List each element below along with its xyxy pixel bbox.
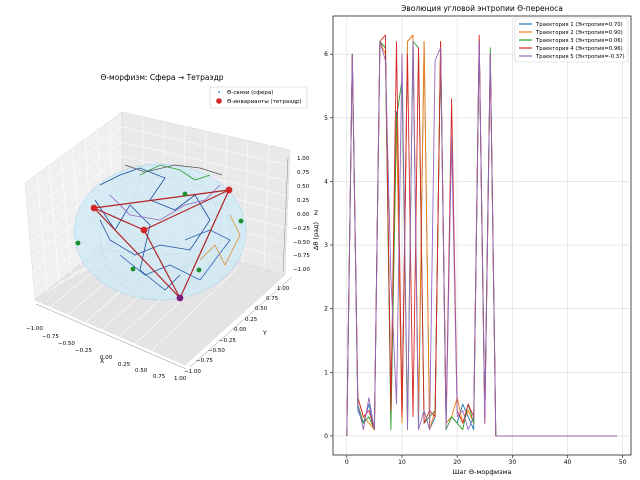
- z-tick-label: 0.00: [297, 212, 310, 218]
- tetrahedron-edges: [93, 189, 230, 299]
- y-tick-label: 0.00: [234, 327, 247, 333]
- z-tick-label: 0.50: [297, 184, 310, 190]
- green-points: [75, 191, 244, 273]
- x-axis-label: X: [100, 358, 104, 365]
- y-tick-label: 0.75: [266, 296, 279, 302]
- x-tick-label: 1.00: [174, 376, 187, 382]
- x-tick-label: 30: [509, 459, 517, 466]
- y-tick-label: 1: [324, 369, 328, 376]
- x-tick-label: 10: [398, 459, 406, 466]
- y-axis-label: Y: [262, 330, 267, 337]
- vertex-marker: [90, 204, 98, 212]
- y-tick-label: −0.75: [196, 358, 213, 364]
- x-tick-label: 0.75: [153, 374, 166, 380]
- series-line-5: [346, 40, 618, 437]
- x-tick-label: 50: [619, 459, 627, 466]
- legend-label-2: Траектория 2 (Энтропия=0.90): [535, 30, 623, 36]
- legend-marker-sphere: [217, 90, 221, 94]
- y-tick-label: 0.25: [245, 317, 258, 323]
- z-tick-label: −0.75: [293, 253, 310, 259]
- lines-layer: [346, 34, 618, 437]
- x-tick-label: −0.25: [75, 348, 92, 354]
- vertex-marker: [140, 226, 148, 234]
- y-tick-label: 0.50: [255, 306, 268, 312]
- y-tick-label: 5: [324, 115, 328, 122]
- vertex-marker: [225, 186, 233, 194]
- x-tick-label: −0.50: [58, 341, 75, 347]
- legend-label-1: Траектория 1 (Энтропия=0.70): [535, 22, 623, 28]
- chart-title: Эволюция угловой энтропии Θ-переноса: [401, 4, 563, 13]
- y-tick-label: 4: [324, 178, 328, 185]
- z-tick-label: 1.00: [297, 156, 310, 162]
- y-tick-label: 6: [324, 51, 328, 58]
- z-tick-label: −0.50: [293, 240, 310, 246]
- x-tick-label: 0.50: [135, 368, 148, 374]
- x-tick-label: 0.00: [100, 355, 113, 361]
- y-tick-label: 2: [324, 306, 328, 313]
- z-tick-label: 0.25: [297, 198, 310, 204]
- x-tick-label: −0.75: [42, 334, 59, 340]
- z-axis: 1.00 0.75 0.50 0.25 0.00 −0.25 −0.50 −0.…: [282, 156, 318, 273]
- x-tick-label: −1.00: [26, 326, 43, 332]
- y-tick-label: 0: [324, 433, 328, 440]
- y-tick-label: −0.25: [219, 338, 236, 344]
- legend-marker-tetra: [216, 98, 222, 104]
- z-tick-label: 0.75: [297, 170, 310, 176]
- x-tick-label: 20: [453, 459, 461, 466]
- y-tick-label: 1.00: [277, 286, 290, 292]
- y-tick-label: −0.50: [208, 348, 225, 354]
- right-panel-line-chart: Эволюция угловой энтропии Θ-переноса 0 10…: [312, 4, 632, 476]
- sphere-surface: [73, 163, 247, 301]
- z-tick-label: −1.00: [293, 267, 310, 273]
- y-axis-title: Δθ (рад): [312, 222, 320, 250]
- legend-label-3: Траектория 3 (Энтропия=0.06): [535, 38, 623, 44]
- x-axis-title: Шаг Θ-морфизма: [452, 468, 511, 476]
- left-panel-3d: Θ-морфизм: Сфера → Тетраэдр: [24, 73, 318, 382]
- legend-label-tetra: Θ-инварианты (тетраэдр): [227, 99, 302, 105]
- x-tick-label: 0.25: [118, 362, 131, 368]
- y-tick-label: 3: [324, 242, 328, 249]
- left-panel-title: Θ-морфизм: Сфера → Тетраэдр: [100, 73, 223, 82]
- vertex-marker: [176, 294, 184, 302]
- tetrahedron-vertices: [90, 186, 233, 302]
- y-tick-label: −1.00: [184, 369, 201, 375]
- z-tick-label: −0.25: [293, 226, 310, 232]
- x-tick-label: 40: [564, 459, 572, 466]
- right-legend: Траектория 1 (Энтропия=0.70) Траектория …: [514, 17, 629, 63]
- legend-label-4: Траектория 4 (Энтропия=0.96): [535, 46, 623, 52]
- y-axis: 1.00 0.75 0.50 0.25 0.00 −0.25 −0.50 −0.…: [184, 276, 293, 375]
- x-tick-label: 0: [345, 459, 349, 466]
- left-legend: Θ-связи (сфера) Θ-инварианты (тетраэдр): [209, 86, 308, 109]
- x-axis: −1.00 −0.75 −0.50 −0.25 0.00 0.25 0.50 0…: [26, 303, 187, 382]
- ticks-layer: 0 10 20 30 40 50 0 1 2 3 4 5 6: [324, 51, 627, 466]
- legend-label-sphere: Θ-связи (сфера): [227, 90, 273, 96]
- z-axis-label: Z: [314, 210, 318, 217]
- legend-label-5: Траектория 5 (Энтропия=-0.37): [535, 54, 625, 60]
